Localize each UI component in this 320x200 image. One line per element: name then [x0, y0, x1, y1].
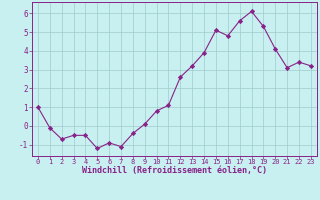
X-axis label: Windchill (Refroidissement éolien,°C): Windchill (Refroidissement éolien,°C) [82, 166, 267, 175]
